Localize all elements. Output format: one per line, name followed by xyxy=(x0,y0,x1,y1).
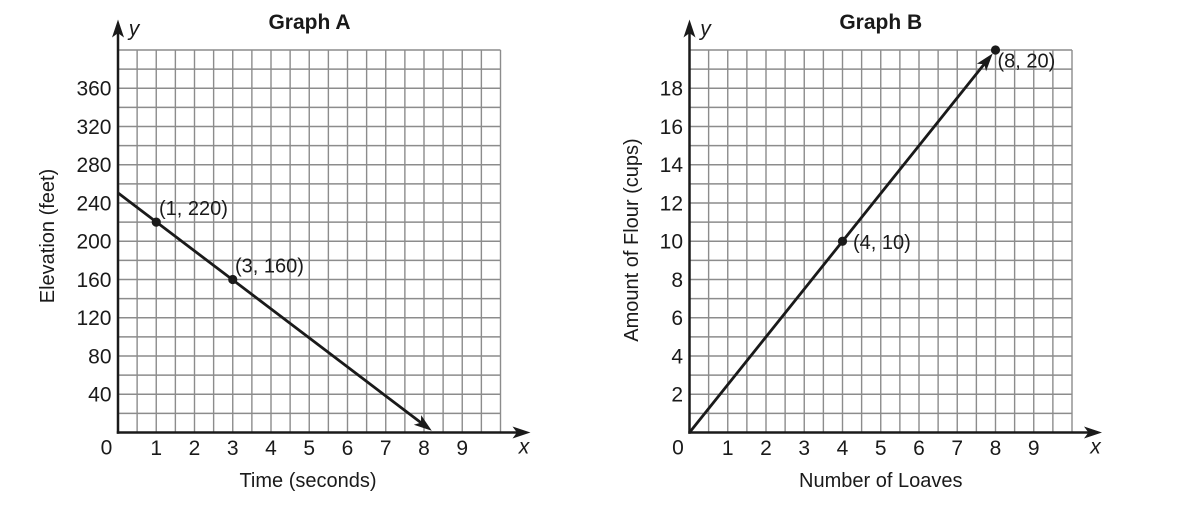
svg-text:14: 14 xyxy=(660,154,684,177)
svg-text:6: 6 xyxy=(913,437,925,460)
svg-text:18: 18 xyxy=(660,78,683,101)
svg-text:9: 9 xyxy=(1028,437,1040,460)
svg-text:200: 200 xyxy=(76,231,111,254)
svg-text:2: 2 xyxy=(189,437,201,460)
svg-text:(3, 160): (3, 160) xyxy=(235,256,304,278)
svg-text:240: 240 xyxy=(76,192,111,215)
svg-text:1: 1 xyxy=(150,437,162,460)
svg-text:6: 6 xyxy=(342,437,354,460)
svg-text:280: 280 xyxy=(76,154,111,177)
svg-text:(1, 220): (1, 220) xyxy=(159,198,228,220)
svg-text:4: 4 xyxy=(837,437,849,460)
svg-text:7: 7 xyxy=(951,437,963,460)
svg-text:y: y xyxy=(698,18,712,41)
svg-text:5: 5 xyxy=(303,437,315,460)
svg-text:1: 1 xyxy=(722,437,734,460)
svg-text:4: 4 xyxy=(671,345,683,368)
svg-text:9: 9 xyxy=(456,437,468,460)
svg-text:Time (seconds): Time (seconds) xyxy=(239,470,376,492)
svg-text:Amount of Flour (cups): Amount of Flour (cups) xyxy=(621,138,643,341)
svg-text:80: 80 xyxy=(88,345,111,368)
svg-text:(8, 20): (8, 20) xyxy=(998,51,1056,73)
svg-text:320: 320 xyxy=(76,116,111,139)
svg-text:8: 8 xyxy=(990,437,1002,460)
svg-text:y: y xyxy=(127,18,141,41)
svg-text:8: 8 xyxy=(418,437,430,460)
svg-text:6: 6 xyxy=(671,307,683,330)
svg-text:Number of Loaves: Number of Loaves xyxy=(799,470,962,492)
svg-text:0: 0 xyxy=(101,437,113,460)
svg-text:5: 5 xyxy=(875,437,887,460)
svg-text:3: 3 xyxy=(798,437,810,460)
svg-text:40: 40 xyxy=(88,384,111,407)
svg-text:Elevation (feet): Elevation (feet) xyxy=(37,169,59,304)
svg-text:10: 10 xyxy=(660,231,683,254)
svg-text:(4, 10): (4, 10) xyxy=(853,232,911,254)
svg-text:360: 360 xyxy=(76,78,111,101)
svg-text:Graph B: Graph B xyxy=(839,11,922,34)
svg-text:7: 7 xyxy=(380,437,392,460)
svg-text:8: 8 xyxy=(671,269,683,292)
svg-text:160: 160 xyxy=(76,269,111,292)
svg-text:2: 2 xyxy=(671,384,683,407)
svg-text:4: 4 xyxy=(265,437,277,460)
svg-text:12: 12 xyxy=(660,192,683,215)
svg-text:Graph A: Graph A xyxy=(268,11,350,34)
svg-text:0: 0 xyxy=(672,437,684,460)
svg-text:x: x xyxy=(1089,436,1102,459)
svg-text:3: 3 xyxy=(227,437,239,460)
svg-text:x: x xyxy=(518,436,531,459)
svg-text:2: 2 xyxy=(760,437,772,460)
svg-text:16: 16 xyxy=(660,116,683,139)
svg-text:120: 120 xyxy=(76,307,111,330)
